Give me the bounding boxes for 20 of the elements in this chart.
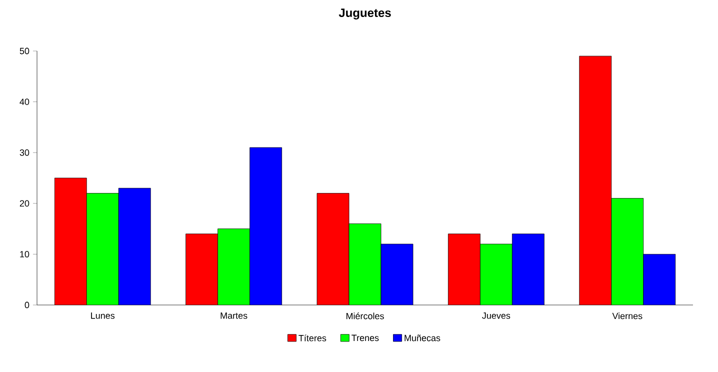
x-tick-label: Viernes (612, 312, 642, 320)
x-tick-label: Miércoles (346, 312, 384, 320)
legend-label: Títeres (298, 334, 326, 342)
y-tick-label: 10 (20, 251, 30, 258)
bar (118, 188, 151, 305)
bar (381, 244, 413, 305)
bar (643, 254, 676, 305)
x-tick-label: Lunes (91, 312, 115, 319)
y-tick-label: 30 (20, 149, 30, 156)
chart-title: Juguetes (338, 8, 391, 20)
y-tick-label: 0 (24, 302, 30, 308)
bar (512, 234, 544, 305)
bar (250, 148, 282, 305)
legend-label: Trenes (352, 334, 379, 342)
y-tick-label: 20 (20, 200, 30, 207)
legend-label: Muñecas (404, 334, 440, 342)
x-tick-label: Jueves (482, 312, 510, 319)
y-tick-label: 40 (20, 98, 30, 105)
x-tick-label: Martes (220, 312, 248, 319)
y-tick-label: 50 (20, 48, 30, 54)
